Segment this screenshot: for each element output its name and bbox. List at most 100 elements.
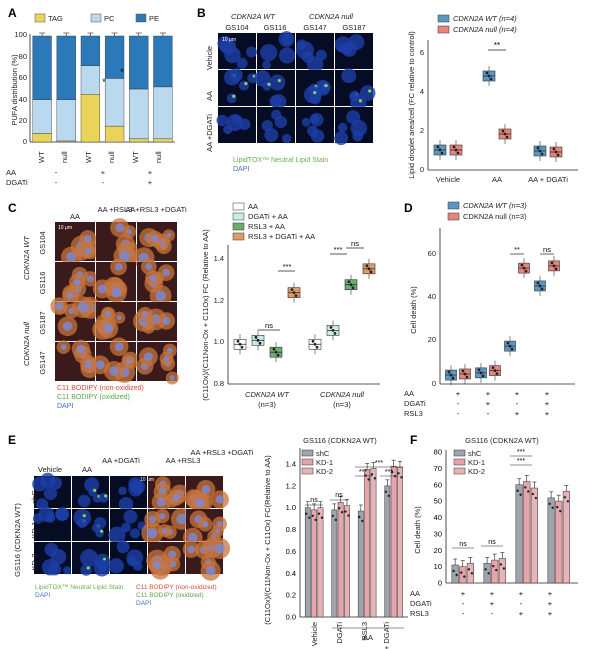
c-nucleus	[62, 321, 73, 332]
e-sig: ***	[359, 469, 367, 476]
a-ytick: 60	[19, 73, 27, 82]
f-point	[563, 496, 567, 499]
f-legend-item: KD-1	[468, 458, 485, 467]
e-yticks: 0.0 0.2 0.4 0.6 0.8 1.0 1.2 1.4	[286, 460, 296, 622]
a-bar-segment	[80, 94, 101, 143]
d-point	[461, 369, 465, 373]
f-point	[455, 573, 458, 577]
f-sig-brackets: ns ns *** ***	[452, 449, 532, 549]
e-nucleus	[116, 540, 130, 554]
d-ytick: 0	[432, 379, 436, 388]
b-nucleus	[337, 122, 348, 133]
e-point	[320, 516, 324, 519]
c-col-header: AA+RSL3 +DGATi	[125, 205, 187, 214]
f-point	[531, 492, 535, 496]
c-row-label: GS116	[38, 272, 47, 295]
c-nucleus	[151, 235, 159, 243]
e-stain-dapi2: DAPI	[136, 600, 151, 607]
b-col-header-wt: CDKN2A WT	[231, 12, 276, 21]
d-point	[522, 266, 526, 270]
c-nucleus	[84, 360, 93, 369]
b-point	[454, 148, 458, 152]
c-point	[290, 288, 294, 292]
c-row-label: GS147	[38, 351, 47, 374]
e-stain-ox: C11 BODIPY (oxidized)	[136, 592, 204, 599]
e-point	[358, 515, 361, 519]
d-point	[451, 376, 455, 380]
d-point	[538, 284, 542, 288]
b-sub-header: GS116	[264, 23, 287, 32]
f-bar	[498, 558, 506, 584]
e-point	[308, 516, 311, 519]
d-legend-swatch-null	[447, 212, 460, 221]
c-nucleus	[76, 344, 86, 354]
e-xlabel: Vehicle	[310, 622, 319, 646]
e-nucleus	[63, 566, 72, 575]
d-ytick: 20	[428, 335, 436, 344]
b-point	[501, 129, 505, 133]
f-row-label-dgati: DGATi	[410, 599, 432, 608]
c-legend-swatch	[232, 232, 245, 241]
a-xlabel: WT	[37, 151, 46, 163]
e-ytick: 0.2	[286, 591, 296, 600]
a-ytick: 100	[14, 30, 27, 39]
c-point	[240, 345, 244, 349]
panel-label-e: E	[8, 433, 16, 447]
a-bar-segment	[153, 138, 173, 143]
c-point	[333, 331, 337, 335]
e-nucleus	[118, 496, 134, 512]
e-col-header: AA +RSL3	[166, 456, 201, 465]
d-point	[552, 264, 556, 268]
b-nucleus	[260, 43, 278, 62]
d-row-sign: -	[457, 399, 460, 408]
a-bar-segment	[56, 99, 76, 142]
e-col-header: AA +DGATi	[102, 456, 140, 465]
f-point	[502, 567, 506, 570]
b-point	[438, 148, 442, 152]
d-legend-wt: CDKN2A WT (n=3)	[463, 201, 527, 210]
e-nucleus	[48, 562, 62, 576]
f-bar	[530, 487, 538, 584]
d-sig: ns	[543, 245, 551, 254]
b-xlabel: Vehicle	[436, 175, 460, 184]
e-sig: ns	[310, 497, 318, 504]
d-row-label-dgati: DGATi	[404, 399, 426, 408]
e-nucleus	[77, 494, 91, 508]
a-bars	[32, 32, 173, 143]
panel-a: TAG PC PE PUFA distribution (%) 0 20 40 …	[6, 13, 175, 187]
c-legend-item: AA	[248, 202, 258, 211]
a-ylabel: PUFA distribution (%)	[10, 54, 19, 126]
d-legend-null: CDKN2A null (n=3)	[463, 212, 527, 221]
d-row-sign: +	[515, 389, 520, 398]
c-legend-item: DGATi + AA	[248, 212, 288, 221]
c-point	[315, 345, 319, 349]
d-yticks: 0 20 40 60	[428, 249, 436, 388]
e-col-header: AA	[82, 465, 92, 474]
c-nucleus	[145, 263, 153, 271]
b-droplet	[232, 94, 236, 98]
e-col-header: Vehicle	[38, 465, 62, 474]
f-ytick: 20	[434, 546, 442, 555]
e-point	[397, 472, 400, 475]
c-nucleus	[103, 323, 114, 334]
b-point	[487, 74, 491, 78]
e-stain-lipidtox: LipidTOX™ Neutral Lipid Stain	[35, 584, 124, 591]
c-nucleus	[83, 234, 92, 243]
f-row-sign: +	[548, 589, 553, 598]
f-bar	[555, 500, 563, 584]
c-point	[238, 342, 242, 346]
a-bar-segment	[153, 86, 173, 140]
e-nucleus	[161, 527, 168, 534]
e-xlabels: Vehicle DGATi RSL3 RSL3 + DGATi	[310, 622, 391, 649]
d-row-sign: +	[486, 399, 491, 408]
f-point	[534, 496, 538, 500]
e-nucleus	[187, 545, 196, 554]
f-point	[487, 572, 490, 575]
a-row-sign: -	[55, 168, 58, 177]
c-sig: ns	[265, 321, 273, 330]
d-row-sign: +	[486, 389, 491, 398]
c-nucleus	[126, 229, 133, 235]
c-nucleus	[119, 250, 130, 262]
b-legend-wt: CDKN2A WT (n=4)	[453, 14, 517, 23]
c-nucleus	[111, 287, 122, 298]
